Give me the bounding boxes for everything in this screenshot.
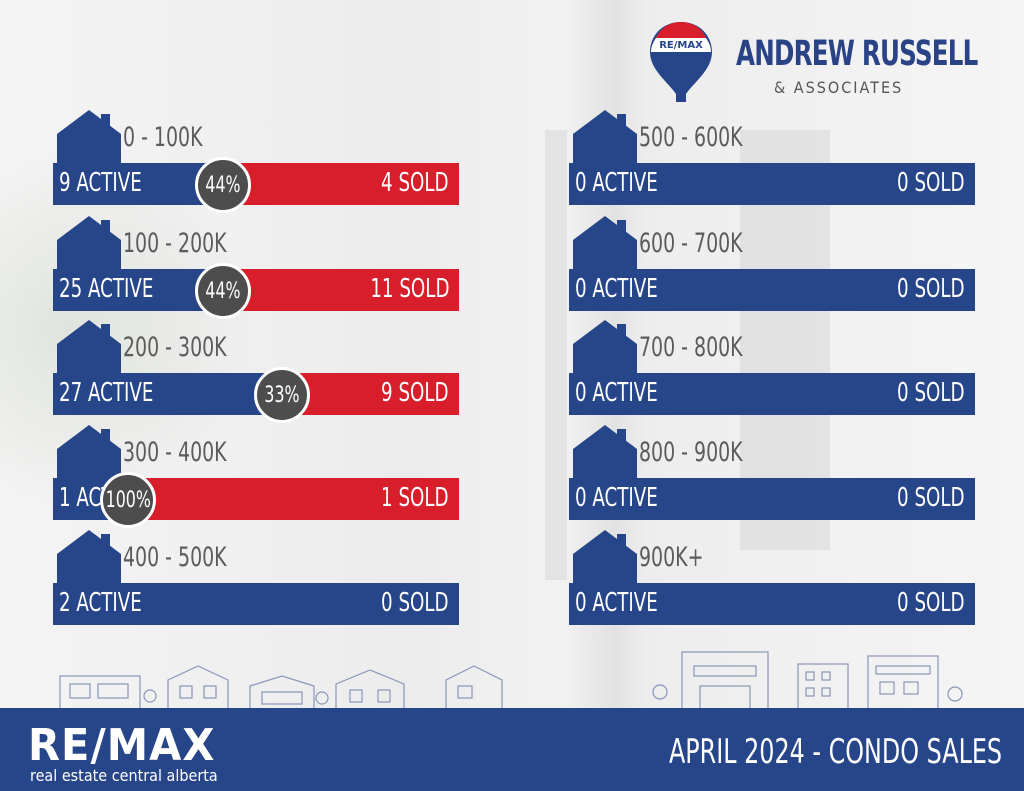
bracket-8: 800 - 900K 0 ACTIVE 0 SOLD: [569, 423, 975, 533]
active-bar: 25 ACTIVE 11 SOLD: [53, 269, 459, 311]
bracket-7: 700 - 800K 0 ACTIVE 0 SOLD: [569, 318, 975, 428]
bracket-5: 500 - 600K 0 ACTIVE 0 SOLD: [569, 108, 975, 218]
range-label: 300 - 400K: [123, 437, 227, 468]
house-icon: [569, 214, 641, 272]
remax-balloon-icon: RE/MAX: [650, 22, 712, 102]
percent-label: 44%: [205, 278, 241, 304]
range-label: 800 - 900K: [639, 437, 743, 468]
bracket-4: 400 - 500K 2 ACTIVE 0 SOLD: [53, 528, 459, 638]
active-count-label: 2 ACTIVE: [59, 588, 142, 618]
sold-count-label: 0 SOLD: [897, 168, 965, 198]
bg-fireplace: [545, 130, 567, 580]
range-label: 0 - 100K: [123, 122, 203, 153]
percent-label: 33%: [264, 382, 300, 408]
bracket-2: 200 - 300K 27 ACTIVE 9 SOLD 33%: [53, 318, 459, 428]
brand-header: RE/MAX ANDREW RUSSELL & ASSOCIATES: [640, 18, 978, 108]
active-bar: 27 ACTIVE 9 SOLD: [53, 373, 459, 415]
bracket-6: 600 - 700K 0 ACTIVE 0 SOLD: [569, 214, 975, 324]
percent-badge: 44%: [195, 157, 251, 213]
active-bar: 0 ACTIVE 0 SOLD: [569, 269, 975, 311]
house-icon: [569, 528, 641, 586]
house-icon: [569, 318, 641, 376]
active-count-label: 0 ACTIVE: [575, 168, 658, 198]
range-label: 900K+: [639, 542, 704, 573]
sold-count-label: 9 SOLD: [381, 378, 449, 408]
range-label: 400 - 500K: [123, 542, 227, 573]
bracket-0: 0 - 100K 9 ACTIVE 4 SOLD 44%: [53, 108, 459, 218]
brand-sub: & ASSOCIATES: [774, 78, 904, 97]
range-label: 500 - 600K: [639, 122, 743, 153]
active-count-label: 0 ACTIVE: [575, 483, 658, 513]
active-count-label: 9 ACTIVE: [59, 168, 142, 198]
house-icon: [53, 318, 125, 376]
active-bar: 0 ACTIVE 0 SOLD: [569, 583, 975, 625]
active-count-label: 27 ACTIVE: [59, 378, 154, 408]
house-icon: [53, 108, 125, 166]
house-icon: [569, 423, 641, 481]
bracket-9: 900K+ 0 ACTIVE 0 SOLD: [569, 528, 975, 638]
active-count-label: 25 ACTIVE: [59, 274, 154, 304]
brand-name: ANDREW RUSSELL: [736, 34, 978, 74]
sold-count-label: 4 SOLD: [381, 168, 449, 198]
percent-label: 100%: [105, 487, 151, 513]
active-bar: 2 ACTIVE 0 SOLD: [53, 583, 459, 625]
svg-text:RE/MAX: RE/MAX: [659, 40, 703, 51]
sold-count-label: 0 SOLD: [381, 588, 449, 618]
percent-label: 44%: [205, 172, 241, 198]
range-label: 100 - 200K: [123, 228, 227, 259]
percent-badge: 44%: [195, 263, 251, 319]
footer-logo: RE/MAX: [28, 720, 216, 771]
footer-logo-sub: real estate central alberta: [30, 766, 218, 785]
house-icon: [569, 108, 641, 166]
active-bar: 0 ACTIVE 0 SOLD: [569, 478, 975, 520]
active-count-label: 0 ACTIVE: [575, 588, 658, 618]
active-bar: 0 ACTIVE 0 SOLD: [569, 373, 975, 415]
range-label: 200 - 300K: [123, 332, 227, 363]
active-count-label: 0 ACTIVE: [575, 378, 658, 408]
sold-count-label: 0 SOLD: [897, 274, 965, 304]
active-bar: 9 ACTIVE 4 SOLD: [53, 163, 459, 205]
sold-count-label: 0 SOLD: [897, 378, 965, 408]
sold-bar: [128, 478, 459, 520]
chart-title: APRIL 2024 - CONDO SALES: [668, 732, 1002, 772]
house-icon: [53, 528, 125, 586]
percent-badge: 100%: [100, 472, 156, 528]
sold-bar: [223, 163, 459, 205]
footer: RE/MAX real estate central alberta APRIL…: [0, 708, 1024, 791]
sold-bar: [223, 269, 459, 311]
sold-count-label: 0 SOLD: [897, 588, 965, 618]
skyline-illustration: [59, 651, 963, 712]
percent-badge: 33%: [254, 367, 310, 423]
house-icon: [53, 423, 125, 481]
bracket-1: 100 - 200K 25 ACTIVE 11 SOLD 44%: [53, 214, 459, 324]
range-label: 700 - 800K: [639, 332, 743, 363]
active-bar: 0 ACTIVE 0 SOLD: [569, 163, 975, 205]
sold-count-label: 1 SOLD: [381, 483, 449, 513]
sold-count-label: 0 SOLD: [897, 483, 965, 513]
house-icon: [53, 214, 125, 272]
active-count-label: 0 ACTIVE: [575, 274, 658, 304]
range-label: 600 - 700K: [639, 228, 743, 259]
sold-bar: [282, 373, 459, 415]
sold-count-label: 11 SOLD: [369, 274, 449, 304]
